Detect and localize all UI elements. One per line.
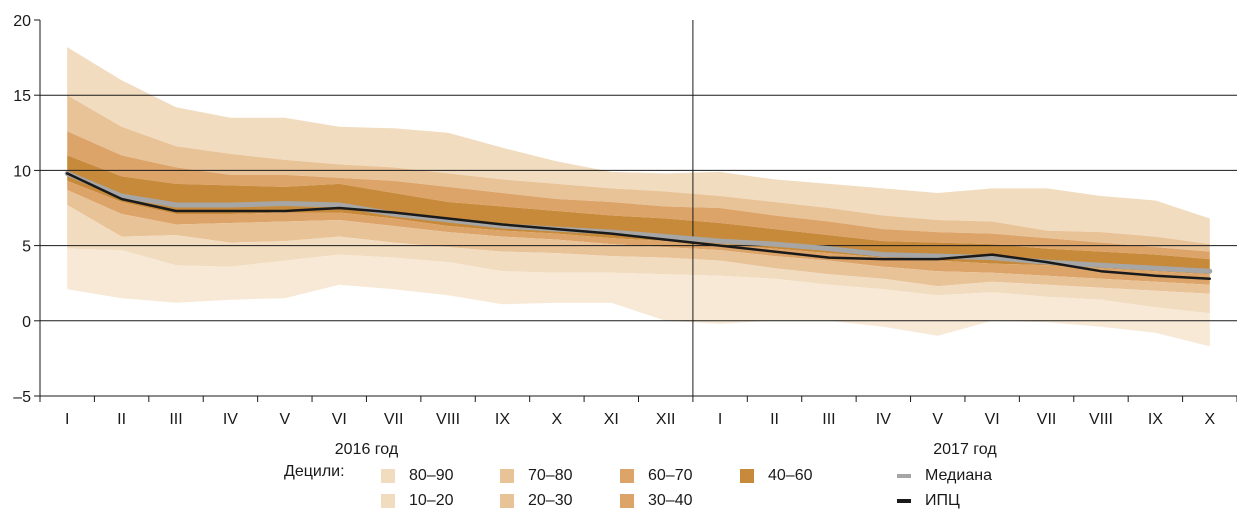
- legend-swatch: [381, 469, 395, 483]
- x-tick-labels: I II III IV V VI VII VIII IX X XI XII I II III IV V VI VII…: [65, 411, 1215, 428]
- legend-label: 10–20: [409, 492, 454, 509]
- legend-label: 30–40: [648, 492, 693, 509]
- cpi-line: [65, 172, 1212, 280]
- gridlines: [40, 20, 1237, 396]
- x-tick-label: VIII: [1089, 411, 1113, 428]
- y-tick-label: –5: [13, 389, 31, 406]
- year-label: 2016 год: [335, 441, 399, 458]
- x-tick-label: II: [770, 411, 779, 428]
- y-tick-label: 0: [22, 314, 31, 331]
- x-tick-label: III: [822, 411, 835, 428]
- band-30-40: [67, 180, 1210, 285]
- legend-line-swatch: [897, 499, 911, 503]
- axes: [34, 19, 1237, 402]
- x-tick-label: IV: [876, 411, 891, 428]
- legend-label: 80–90: [409, 467, 454, 484]
- x-tick-label: VII: [1037, 411, 1057, 428]
- y-tick-label: 10: [13, 163, 31, 180]
- x-tick-label: IX: [495, 411, 510, 428]
- median-line: [64, 170, 1213, 274]
- band-60-70: [67, 131, 1210, 260]
- x-tick-label: V: [932, 411, 943, 428]
- legend-label: 40–60: [768, 467, 813, 484]
- y-tick-labels: –5 0 5 10 15 20: [13, 13, 31, 406]
- band-20-30: [67, 190, 1210, 294]
- legend-swatch: [381, 494, 395, 508]
- band-40-60: [67, 155, 1210, 275]
- x-tick-label: I: [65, 411, 69, 428]
- y-tick-label: 15: [13, 88, 31, 105]
- x-tick-label: X: [1204, 411, 1215, 428]
- legend-label: ИПЦ: [925, 492, 960, 509]
- x-tick-label: III: [169, 411, 182, 428]
- legend-swatch: [740, 469, 754, 483]
- x-tick-label: XI: [604, 411, 619, 428]
- legend-label: 20–30: [528, 492, 573, 509]
- y-tick-label: 5: [22, 239, 31, 256]
- x-tick-label: II: [117, 411, 126, 428]
- legend-label: 70–80: [528, 467, 573, 484]
- band-80-90: [67, 47, 1210, 245]
- legend-label: Медиана: [925, 467, 992, 484]
- legend-swatch: [620, 494, 634, 508]
- x-tick-label: IX: [1148, 411, 1163, 428]
- y-tick-label: 20: [13, 13, 31, 30]
- x-tick-label: IV: [223, 411, 238, 428]
- x-tick-label: I: [718, 411, 722, 428]
- year-label: 2017 год: [933, 441, 997, 458]
- legend-title: Децили:: [284, 463, 345, 480]
- decile-bands: [67, 47, 1210, 347]
- year-labels: 2016 год 2017 год: [335, 441, 998, 458]
- x-tick-label: X: [552, 411, 563, 428]
- legend-swatch: [620, 469, 634, 483]
- legend-swatch: [500, 494, 514, 508]
- band-70-80: [67, 95, 1210, 252]
- band-lowest: [67, 248, 1210, 347]
- x-tick-label: VIII: [436, 411, 460, 428]
- legend-line-swatch: [897, 474, 911, 478]
- x-tick-label: XII: [656, 411, 676, 428]
- legend: Децили: 80–90 70–80 60–70 40–60 10–20 20…: [0, 462, 1237, 516]
- band-10-20: [67, 205, 1210, 314]
- x-tick-label: V: [280, 411, 291, 428]
- series-lines: [64, 170, 1213, 280]
- x-tick-label: VII: [384, 411, 404, 428]
- legend-swatch: [500, 469, 514, 483]
- legend-label: 60–70: [648, 467, 693, 484]
- x-tick-label: VI: [985, 411, 1000, 428]
- x-tick-label: VI: [332, 411, 347, 428]
